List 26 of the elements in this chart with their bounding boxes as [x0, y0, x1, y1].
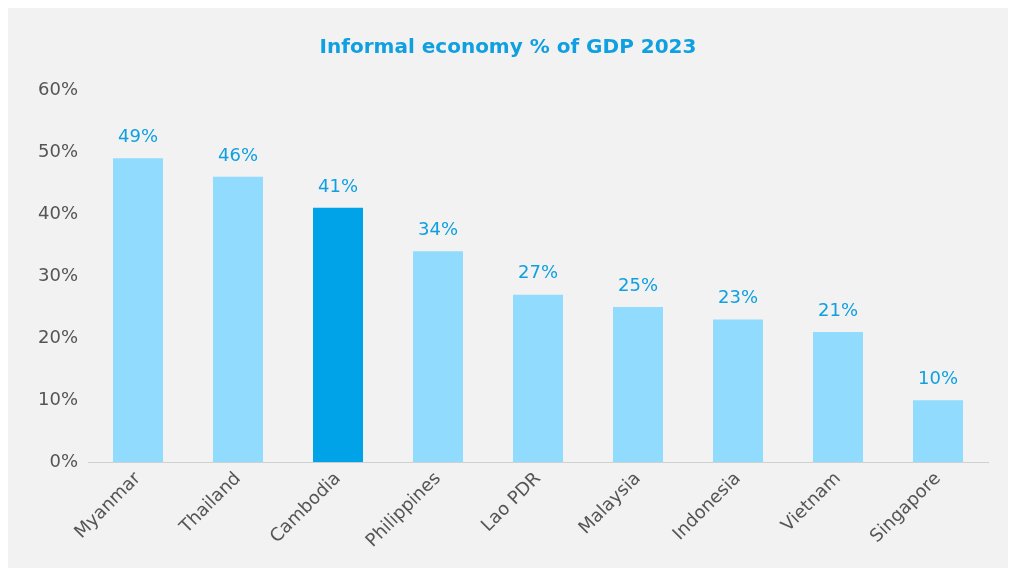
data-label: 21%	[817, 298, 859, 320]
y-tick-label: 40%	[37, 201, 79, 223]
bar	[813, 331, 863, 463]
bar	[613, 307, 663, 463]
bar	[413, 251, 464, 463]
data-label: 34%	[418, 217, 459, 239]
bar	[713, 319, 763, 463]
data-label: 27%	[518, 261, 559, 283]
bar	[313, 207, 364, 463]
bar	[113, 158, 164, 463]
data-label: 41%	[318, 174, 359, 196]
data-label: 46%	[218, 143, 259, 165]
data-label: 25%	[618, 273, 659, 295]
y-tick-label: 30%	[37, 263, 79, 285]
y-tick-label: 0%	[49, 449, 79, 471]
bar	[213, 176, 264, 463]
bar	[913, 400, 963, 463]
y-tick-label: 20%	[37, 325, 79, 347]
data-label: 23%	[717, 286, 759, 308]
y-tick-label: 10%	[37, 387, 79, 409]
bar	[513, 294, 563, 463]
data-label: 10%	[917, 366, 959, 388]
chart-title: Informal economy % of GDP 2023	[319, 34, 697, 59]
y-tick-label: 60%	[37, 77, 79, 99]
data-label: 49%	[118, 124, 159, 146]
y-tick-label: 50%	[37, 139, 79, 161]
